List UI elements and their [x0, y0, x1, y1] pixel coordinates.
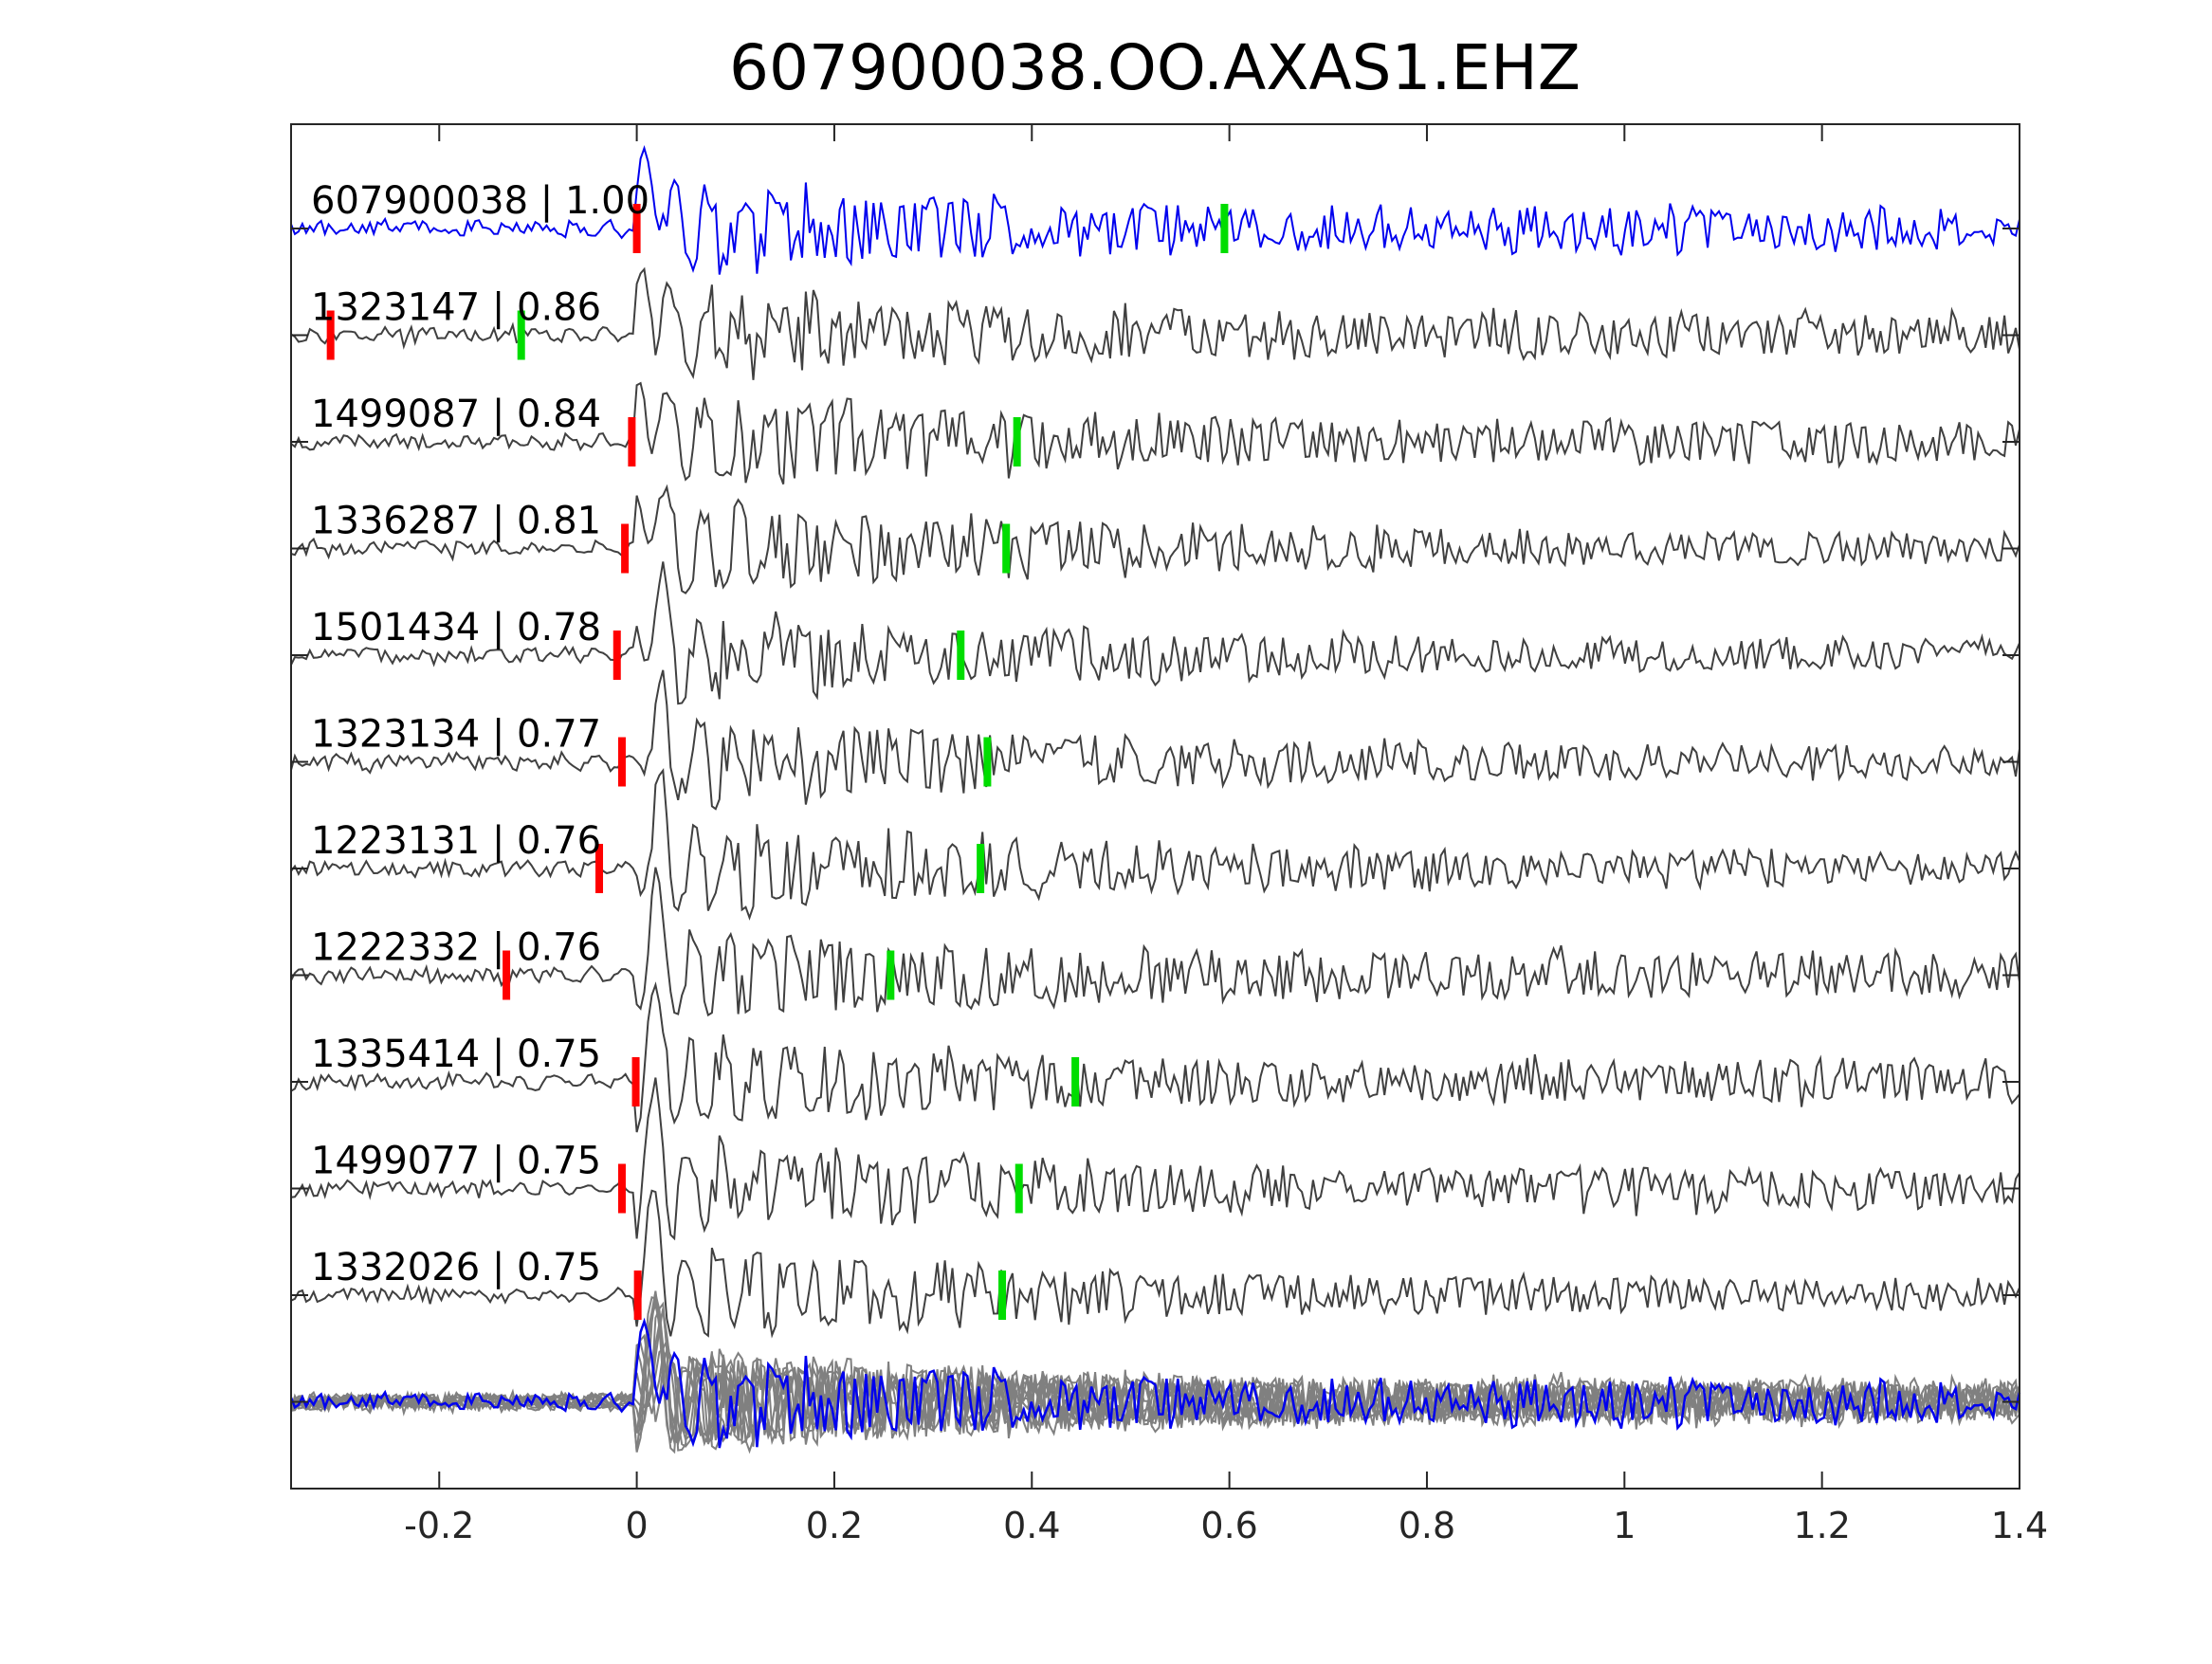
trace-3 — [290, 381, 2020, 485]
trace-label-1: 607900038 | 1.00 — [311, 179, 649, 223]
trace-label-5: 1501434 | 0.78 — [311, 606, 601, 649]
x-tick-label: 0.6 — [1200, 1505, 1257, 1546]
trace-1 — [290, 145, 2020, 275]
trace-label-10: 1499077 | 0.75 — [311, 1140, 601, 1183]
stack-trace-5 — [290, 1307, 2020, 1452]
trace-4 — [290, 484, 2020, 594]
x-tick-label: 0.2 — [806, 1505, 863, 1546]
stack-trace-10 — [290, 1290, 2020, 1454]
x-tick-label: 0.4 — [1003, 1505, 1060, 1546]
x-tick-label: 0 — [626, 1505, 649, 1546]
trace-label-9: 1335414 | 0.75 — [311, 1033, 601, 1076]
trace-9 — [290, 981, 2020, 1133]
trace-label-7: 1223131 | 0.76 — [311, 819, 601, 863]
x-tick-label: 0.8 — [1398, 1505, 1455, 1546]
trace-label-2: 1323147 | 0.86 — [311, 286, 601, 330]
trace-7 — [290, 768, 2020, 921]
trace-label-4: 1336287 | 0.81 — [311, 500, 601, 543]
trace-5 — [290, 561, 2020, 705]
trace-8 — [290, 867, 2020, 1017]
plot-frame — [290, 123, 2020, 1490]
picks-layer — [326, 204, 1229, 1320]
stack-trace-7 — [290, 1301, 2020, 1454]
trace-10 — [290, 1077, 2020, 1241]
x-tick-label: 1 — [1613, 1505, 1636, 1546]
stack-master-trace — [289, 1317, 2021, 1449]
trace-11 — [290, 1189, 2020, 1339]
trace-label-11: 1332026 | 0.75 — [311, 1246, 601, 1289]
chart-title: 607900038.OO.AXAS1.EHZ — [729, 31, 1581, 104]
x-axis: -0.2 0 0.2 0.4 0.6 0.8 1 1.2 1.4 — [291, 124, 2048, 1546]
x-tick-label: -0.2 — [404, 1505, 474, 1546]
stack-trace-6 — [290, 1309, 2020, 1451]
x-tick-label: 1.4 — [1991, 1505, 2048, 1546]
traces-layer — [289, 145, 2021, 1454]
trace-label-8: 1222332 | 0.76 — [311, 926, 601, 970]
trace-label-3: 1499087 | 0.84 — [311, 393, 601, 436]
trace-6 — [290, 669, 2020, 811]
trace-2 — [290, 266, 2020, 380]
labels-layer: 607900038 | 1.00 1323147 | 0.86 1499087 | … — [311, 179, 649, 1289]
x-tick-label: 1.2 — [1793, 1505, 1850, 1546]
trace-label-6: 1323134 | 0.77 — [311, 713, 601, 757]
